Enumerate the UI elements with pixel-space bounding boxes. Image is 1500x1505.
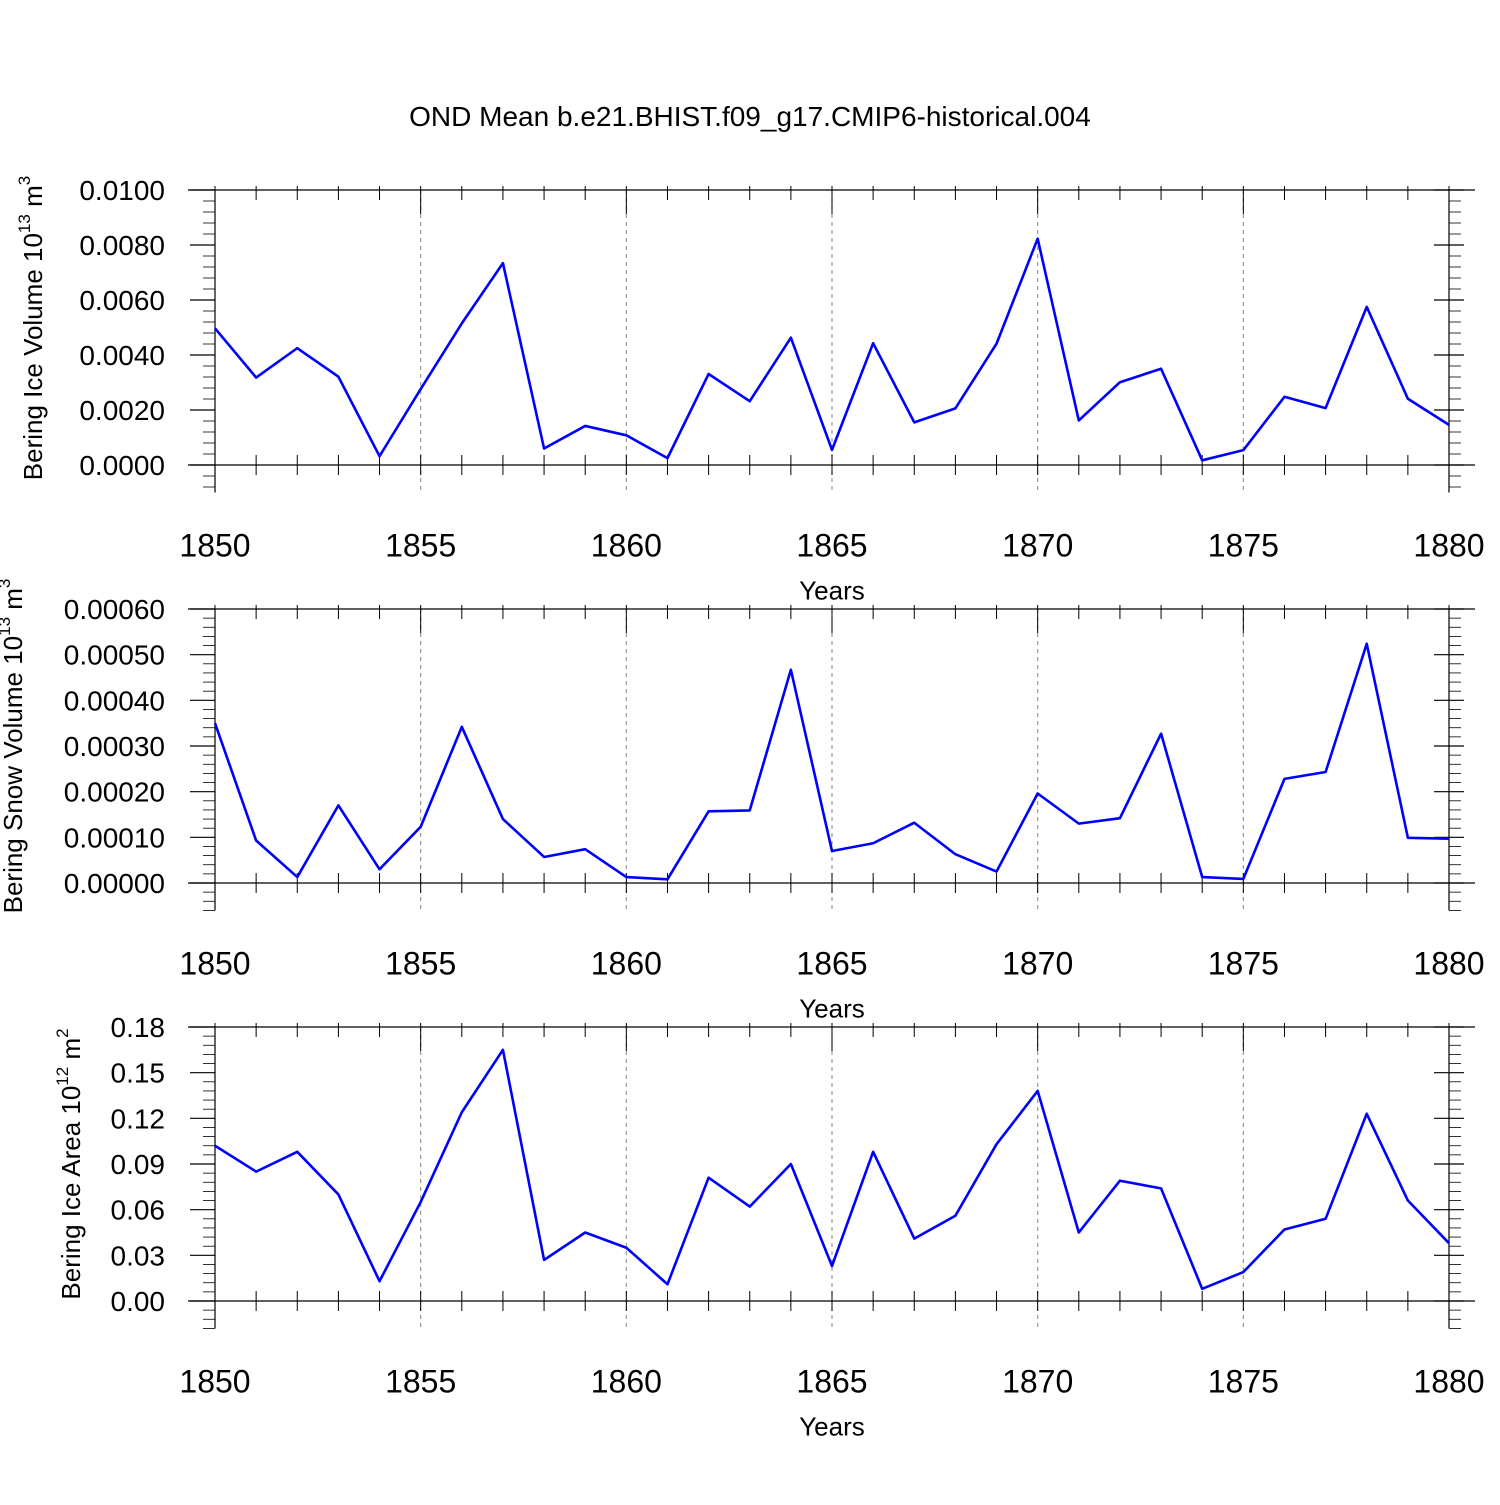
y-axis-label: Bering Ice Area 1012 m2 [53,1028,86,1299]
x-axis-label: Years [799,576,865,606]
y-axis-label-exponent: 12 [53,1067,72,1086]
x-tick-label: 1880 [1413,1363,1484,1399]
y-axis-label-exponent: 13 [0,617,14,636]
y-tick-label: 0.0100 [79,175,165,206]
y-tick-label: 0.18 [111,1012,166,1043]
x-tick-label: 1865 [796,1363,867,1399]
y-axis-label-unit-exponent: 3 [0,579,14,588]
chart-panel-2: 0.00000 0.00010 0.00020 0.00030 0.00040 0.000… [0,579,1485,1024]
y-tick-label: 0.0000 [79,450,165,481]
x-tick-label: 1860 [591,528,662,564]
y-axis-label-text: Bering Ice Area 10 [56,1086,86,1300]
y-tick-label: 0.0060 [79,285,165,316]
y-tick-label: 0.0080 [79,230,165,261]
x-tick-label: 1860 [591,1363,662,1399]
x-tick-label: 1855 [385,945,456,981]
y-tick-label: 0.03 [111,1240,166,1271]
y-axis-label-unit-exponent: 2 [53,1028,72,1037]
x-axis-label: Years [799,993,865,1023]
y-axis-label-exponent: 13 [15,214,34,233]
y-tick-label: 0.12 [111,1103,166,1134]
y-tick-label: 0.00060 [64,594,165,625]
x-tick-label: 1880 [1413,528,1484,564]
y-axis-label-unit: m [18,185,48,214]
x-tick-label: 1870 [1002,528,1073,564]
x-tick-label: 1860 [591,945,662,981]
x-axis-label: Years [799,1411,865,1441]
y-axis-label-unit: m [56,1038,86,1067]
x-tick-label: 1865 [796,945,867,981]
y-tick-label: 0.0020 [79,395,165,426]
x-tick-label: 1875 [1208,1363,1279,1399]
x-tick-label: 1870 [1002,1363,1073,1399]
x-tick-label: 1880 [1413,945,1484,981]
x-tick-label: 1850 [179,945,250,981]
y-tick-label: 0.00010 [64,822,165,853]
y-tick-label: 0.00050 [64,640,165,671]
y-tick-label: 0.00030 [64,731,165,762]
y-axis-label-unit: m [0,588,28,617]
x-tick-label: 1875 [1208,528,1279,564]
y-axis-label-text: Bering Ice Volume 10 [18,233,48,480]
x-tick-label: 1850 [179,1363,250,1399]
y-tick-label: 0.06 [111,1195,166,1226]
y-tick-label: 0.15 [111,1058,166,1089]
x-tick-label: 1855 [385,528,456,564]
chart-panel-1: 0.0000 0.0020 0.0040 0.0060 0.0080 0.0100 1850… [15,175,1485,606]
y-tick-label: 0.0040 [79,340,165,371]
y-axis-label-text: Bering Snow Volume 10 [0,636,28,914]
y-tick-label: 0.00 [111,1286,166,1317]
figure-title: OND Mean b.e21.BHIST.f09_g17.CMIP6-histo… [409,101,1091,132]
x-tick-label: 1865 [796,528,867,564]
x-tick-label: 1855 [385,1363,456,1399]
x-tick-label: 1850 [179,528,250,564]
y-axis-label: Bering Snow Volume 1013 m3 [0,579,28,914]
chart-panel-3: 0.00 0.03 0.06 0.09 0.12 0.15 0.18 1850 1855 1860… [53,1012,1485,1441]
x-tick-label: 1875 [1208,945,1279,981]
y-tick-label: 0.00040 [64,685,165,716]
y-axis-label-unit-exponent: 3 [15,176,34,185]
y-tick-label: 0.00020 [64,777,165,808]
y-tick-label: 0.09 [111,1149,166,1180]
y-tick-label: 0.00000 [64,868,165,899]
y-axis-label: Bering Ice Volume 1013 m3 [15,176,48,480]
x-tick-label: 1870 [1002,945,1073,981]
